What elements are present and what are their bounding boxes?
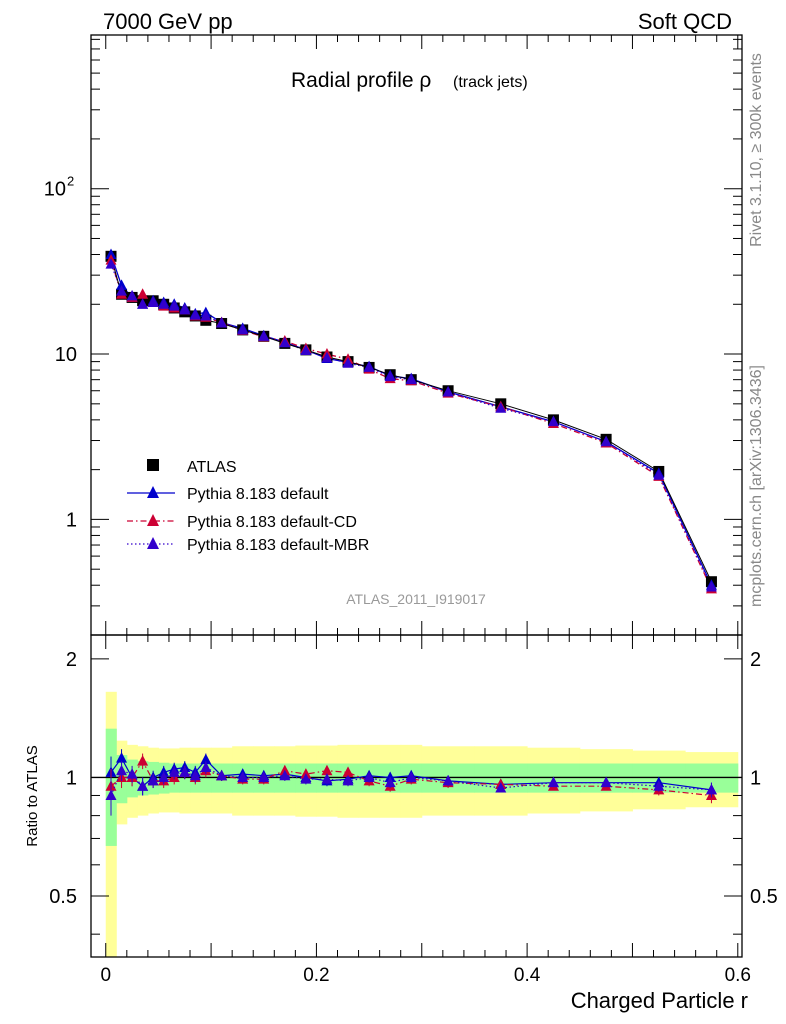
series-point-3 <box>442 385 454 397</box>
y-tick-label-ratio-right: 1 <box>750 767 761 789</box>
category-label: Soft QCD <box>638 9 732 34</box>
ratio-point-2 <box>653 780 665 791</box>
atlas-line <box>110 256 712 582</box>
ratio-point-2 <box>363 771 375 782</box>
ratio-point-2 <box>495 782 507 793</box>
series-point-3 <box>384 370 396 382</box>
series-point-3 <box>200 309 212 321</box>
legend-mbr-label: Pythia 8.183 default-MBR <box>187 537 369 554</box>
ratio-point-2 <box>237 771 249 782</box>
series-point-3 <box>116 285 128 296</box>
series-point-3 <box>105 258 117 269</box>
series-point-3 <box>321 351 333 363</box>
ratio-point-2 <box>442 774 454 786</box>
series-point-3 <box>300 344 312 356</box>
ratio-point-2 <box>405 771 417 782</box>
ratio-point-2 <box>705 783 717 795</box>
ratio-point-2 <box>279 769 291 781</box>
legend-cd-marker <box>147 514 159 526</box>
y-tick-label-ratio-right: 2 <box>750 649 761 671</box>
series-point-3 <box>168 300 180 311</box>
mcplots-label: mcplots.cern.ch [arXiv:1306.3436] <box>748 365 765 607</box>
ratio-point-0 <box>200 753 212 765</box>
series-line-1 <box>110 254 713 586</box>
series-point-3 <box>258 330 270 341</box>
legend: ATLAS Pythia 8.183 default Pythia 8.183 … <box>127 459 369 554</box>
ratio-frame <box>90 634 743 958</box>
series-point-3 <box>495 402 507 413</box>
series-point-1 <box>116 279 128 290</box>
series-point-3 <box>126 289 138 301</box>
ratio-point-2 <box>137 780 149 791</box>
series-point-3 <box>405 373 417 385</box>
ratio-point-2 <box>126 768 138 779</box>
series-point-3 <box>237 323 249 335</box>
chart-title: Radial profile ρ <box>291 69 431 92</box>
legend-default-marker <box>147 486 159 498</box>
legend-atlas-label: ATLAS <box>187 459 237 476</box>
ratio-point-0 <box>116 752 128 763</box>
series-point-3 <box>547 415 559 427</box>
series-point-3 <box>216 317 228 328</box>
series-point-3 <box>179 303 191 315</box>
ratio-point-1 <box>342 766 354 777</box>
ratio-point-2 <box>321 773 333 784</box>
ratio-point-2 <box>342 774 354 786</box>
x-tick-label: 0.4 <box>514 965 541 986</box>
legend-atlas-marker <box>147 459 159 471</box>
ratio-point-1 <box>137 755 149 766</box>
ratio-point-2 <box>158 771 170 782</box>
series-point-3 <box>342 357 354 368</box>
legend-mbr-marker <box>147 537 159 549</box>
y-tick-label-ratio: 1 <box>66 767 77 789</box>
series-point-3 <box>600 435 612 447</box>
y-tick-label-exponent: 2 <box>67 174 74 189</box>
series-point-3 <box>705 581 717 592</box>
y-tick-label-ratio: 2 <box>66 649 77 671</box>
series-point-3 <box>158 298 170 309</box>
ratio-point-1 <box>321 764 333 776</box>
ratio-point-2 <box>189 769 201 781</box>
series-point-3 <box>137 298 149 309</box>
series-point-3 <box>279 336 291 348</box>
chart-title-suffix: (track jets) <box>453 74 528 91</box>
ratio-point-2 <box>300 773 312 784</box>
x-tick-label: 0.2 <box>303 965 329 986</box>
y-tick-label-main: 1 <box>66 509 77 531</box>
ratio-panel: 0 0.2 0.4 0.6 0.5 0.5 1 1 2 2 Ratio to ATLAS <box>24 634 778 986</box>
series-point-1 <box>105 248 117 259</box>
series-point-3 <box>653 469 665 480</box>
ratio-point-2 <box>547 776 559 788</box>
x-axis-label: Charged Particle r <box>571 988 748 1013</box>
legend-cd-label: Pythia 8.183 default-CD <box>187 514 357 531</box>
ratio-point-2 <box>600 776 612 788</box>
ratio-point-2 <box>200 761 212 772</box>
ratio-axis-label: Ratio to ATLAS <box>24 745 41 846</box>
energy-label: 7000 GeV pp <box>103 9 233 34</box>
x-tick-label: 0.6 <box>725 965 751 986</box>
ratio-point-2 <box>258 771 270 782</box>
ratio-point-2 <box>147 774 159 786</box>
series-point-3 <box>189 309 201 320</box>
series-point-3 <box>147 296 159 308</box>
legend-default-label: Pythia 8.183 default <box>187 486 329 503</box>
ratio-point-2 <box>384 776 396 788</box>
y-tick-label-ratio: 0.5 <box>49 886 77 908</box>
ratio-point-2 <box>105 789 117 800</box>
rivet-label: Rivet 3.1.10, ≥ 300k events <box>748 53 765 247</box>
analysis-label: ATLAS_2011_I919017 <box>346 591 486 607</box>
y-tick-label-main: 10 <box>55 344 77 366</box>
ratio-point-2 <box>116 764 128 776</box>
ratio-point-2 <box>168 766 180 777</box>
ratio-point-2 <box>179 766 191 777</box>
series-point-2 <box>137 288 149 299</box>
y-tick-label-main: 10 <box>44 179 66 201</box>
x-tick-label: 0 <box>100 965 111 986</box>
ratio-point-2 <box>216 769 228 781</box>
y-tick-label-ratio-right: 0.5 <box>750 886 778 908</box>
series-point-3 <box>363 361 375 372</box>
